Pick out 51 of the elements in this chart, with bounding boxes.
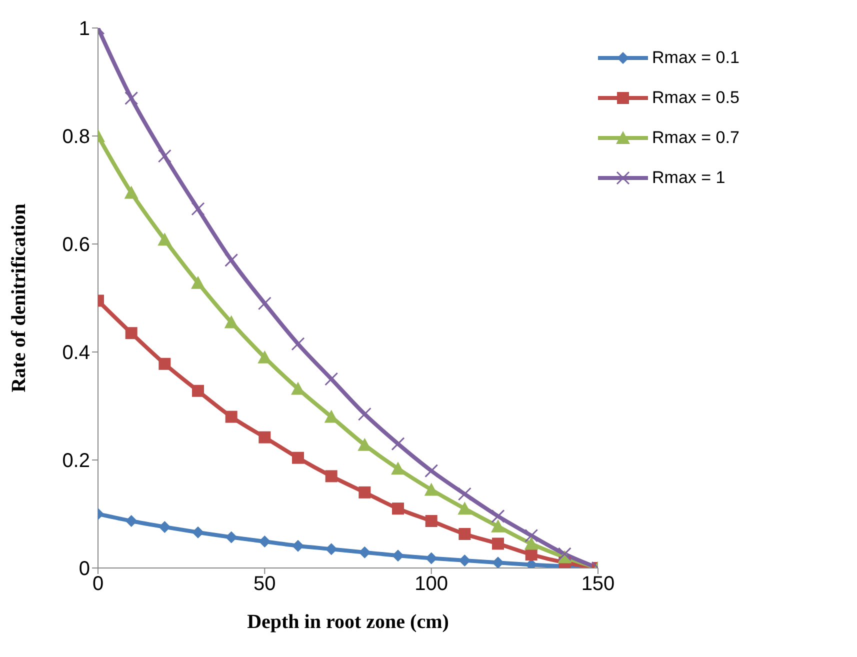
- y-axis-title: Rate of denitrification: [8, 204, 30, 392]
- point: [292, 452, 304, 464]
- point: [224, 315, 238, 328]
- point: [391, 462, 405, 475]
- point: [192, 384, 204, 397]
- point: [525, 548, 538, 560]
- point: [225, 531, 238, 544]
- point: [258, 350, 272, 364]
- x-axis-title: Depth in root zone (cm): [247, 611, 449, 633]
- x-tick-label: 150: [581, 573, 615, 596]
- y-tick-label: 1: [78, 18, 90, 40]
- point: [524, 536, 538, 550]
- point: [191, 276, 205, 289]
- point: [392, 550, 404, 562]
- point: [291, 382, 305, 395]
- point: [491, 519, 505, 532]
- point: [292, 540, 304, 552]
- point: [458, 528, 471, 540]
- y-tick-label: 0.4: [62, 342, 90, 364]
- point: [258, 431, 271, 444]
- point: [392, 502, 404, 515]
- point: [192, 526, 204, 538]
- point: [458, 554, 471, 566]
- y-tick-label: 0: [78, 558, 90, 580]
- point: [358, 486, 371, 498]
- point: [158, 358, 171, 370]
- point: [124, 186, 138, 199]
- point: [125, 515, 138, 528]
- point: [125, 327, 138, 340]
- legend-label: Rmax = 0.1: [652, 48, 740, 68]
- point: [458, 502, 472, 515]
- legend-label: Rmax = 1: [652, 168, 726, 188]
- point: [158, 520, 171, 533]
- x-tick-label: 50: [254, 573, 276, 596]
- point: [424, 482, 438, 496]
- point: [258, 536, 271, 548]
- legend-label: Rmax = 0.7: [652, 128, 740, 148]
- point: [492, 556, 504, 568]
- point: [425, 515, 438, 528]
- legend-label: Rmax = 0.5: [652, 88, 740, 108]
- x-tick-label: 100: [414, 573, 448, 596]
- y-tick-label: 0.2: [62, 450, 90, 472]
- point: [325, 543, 338, 556]
- point: [158, 232, 172, 246]
- y-tick-label: 0.8: [62, 126, 90, 148]
- point: [425, 552, 438, 564]
- point: [358, 546, 371, 558]
- point: [225, 410, 238, 423]
- point: [325, 470, 338, 482]
- point: [492, 538, 504, 550]
- y-tick-label: 0.6: [62, 234, 90, 256]
